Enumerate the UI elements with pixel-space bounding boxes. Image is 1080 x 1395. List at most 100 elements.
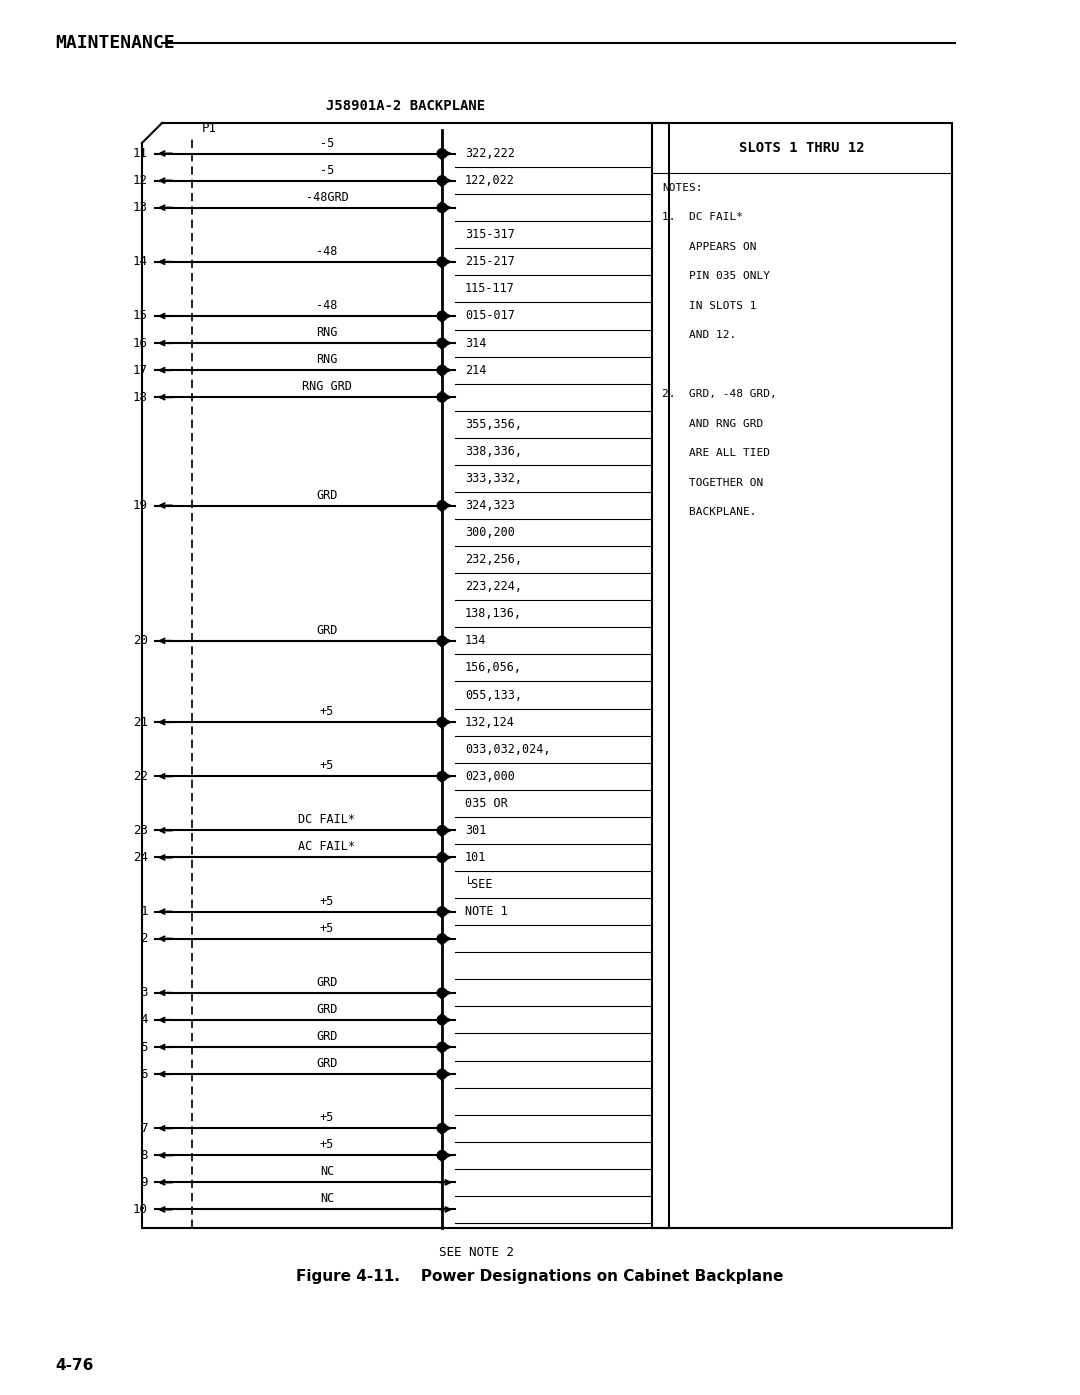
Text: 138,136,: 138,136, [465,607,522,621]
Text: 223,224,: 223,224, [465,580,522,593]
Text: NOTE 1: NOTE 1 [465,905,508,918]
Text: GRD: GRD [316,1003,338,1016]
Text: TOGETHER ON: TOGETHER ON [662,478,764,488]
Text: +5: +5 [320,1112,334,1124]
Text: -48GRD: -48GRD [306,191,349,204]
Text: RNG: RNG [316,326,338,339]
Text: 215-217: 215-217 [465,255,515,268]
Text: 015-017: 015-017 [465,310,515,322]
Text: NC: NC [320,1193,334,1205]
Text: SLOTS 1 THRU 12: SLOTS 1 THRU 12 [739,141,865,155]
Text: BACKPLANE.: BACKPLANE. [662,508,756,518]
Circle shape [437,501,447,511]
Text: NOTES:: NOTES: [662,183,702,193]
Text: 214: 214 [465,364,486,377]
Circle shape [437,338,447,347]
Text: 355,356,: 355,356, [465,417,522,431]
Text: PIN 035 ONLY: PIN 035 ONLY [662,272,770,282]
Text: DC FAIL*: DC FAIL* [298,813,355,826]
Text: 20: 20 [133,635,148,647]
Text: SEE NOTE 2: SEE NOTE 2 [440,1247,514,1260]
Text: 17: 17 [133,364,148,377]
Text: 9: 9 [140,1176,148,1189]
Text: GRD: GRD [316,976,338,989]
Text: P1: P1 [202,123,217,135]
Text: J58901A-2 BACKPLANE: J58901A-2 BACKPLANE [326,99,485,113]
Text: 300,200: 300,200 [465,526,515,538]
Text: GRD: GRD [316,488,338,502]
Text: GRD: GRD [316,1030,338,1043]
Text: APPEARS ON: APPEARS ON [662,241,756,252]
Circle shape [437,933,447,943]
Circle shape [437,907,447,917]
Text: 232,256,: 232,256, [465,554,522,566]
Circle shape [437,988,447,997]
Text: 6: 6 [140,1067,148,1081]
Text: AND 12.: AND 12. [662,331,737,340]
Circle shape [437,365,447,375]
Circle shape [437,717,447,727]
Text: 1: 1 [140,905,148,918]
Text: 14: 14 [133,255,148,268]
Text: 5: 5 [140,1041,148,1053]
Text: 324,323: 324,323 [465,499,515,512]
Text: 16: 16 [133,336,148,350]
Text: 11: 11 [133,146,148,160]
Text: 13: 13 [133,201,148,215]
Text: 24: 24 [133,851,148,864]
Circle shape [437,1070,447,1078]
Text: -48: -48 [316,246,338,258]
Circle shape [437,392,447,402]
Text: 12: 12 [133,174,148,187]
Text: 101: 101 [465,851,486,864]
Text: 023,000: 023,000 [465,770,515,783]
Circle shape [437,1151,447,1161]
Circle shape [437,149,447,159]
Circle shape [437,1016,447,1025]
Text: 338,336,: 338,336, [465,445,522,458]
Text: NC: NC [320,1165,334,1179]
Circle shape [437,1042,447,1052]
Text: RNG: RNG [316,353,338,365]
Text: 23: 23 [133,824,148,837]
Text: AC FAIL*: AC FAIL* [298,840,355,854]
Circle shape [437,257,447,266]
Text: +5: +5 [320,759,334,773]
Text: 4: 4 [140,1013,148,1027]
Bar [652,123,951,1228]
Text: -48: -48 [316,299,338,312]
Text: 132,124: 132,124 [465,716,515,728]
Text: MAINTENANCE: MAINTENANCE [55,33,175,52]
Text: 2: 2 [140,932,148,946]
Text: 18: 18 [133,391,148,403]
Text: AND RNG GRD: AND RNG GRD [662,418,764,430]
Text: GRD: GRD [316,624,338,638]
Text: 333,332,: 333,332, [465,472,522,485]
Text: 10: 10 [133,1202,148,1216]
Circle shape [437,176,447,186]
Text: -5: -5 [320,137,334,149]
Circle shape [437,636,447,646]
Text: -5: -5 [320,163,334,177]
Text: 4-76: 4-76 [55,1357,93,1373]
Text: └SEE: └SEE [465,877,494,891]
Text: Figure 4-11.    Power Designations on Cabinet Backplane: Figure 4-11. Power Designations on Cabin… [296,1269,784,1285]
Text: IN SLOTS 1: IN SLOTS 1 [662,301,756,311]
Text: 156,056,: 156,056, [465,661,522,674]
Text: 15: 15 [133,310,148,322]
Text: 19: 19 [133,499,148,512]
Text: 115-117: 115-117 [465,282,515,296]
Circle shape [437,1123,447,1133]
Text: 134: 134 [465,635,486,647]
Circle shape [437,852,447,862]
Text: 033,032,024,: 033,032,024, [465,742,551,756]
Text: 055,133,: 055,133, [465,689,522,702]
Text: GRD: GRD [316,1057,338,1070]
Text: 2.  GRD, -48 GRD,: 2. GRD, -48 GRD, [662,389,777,399]
Text: 035 OR: 035 OR [465,797,508,810]
Circle shape [437,202,447,212]
Circle shape [437,311,447,321]
Text: RNG GRD: RNG GRD [302,381,352,393]
Text: +5: +5 [320,922,334,935]
Text: 322,222: 322,222 [465,146,515,160]
